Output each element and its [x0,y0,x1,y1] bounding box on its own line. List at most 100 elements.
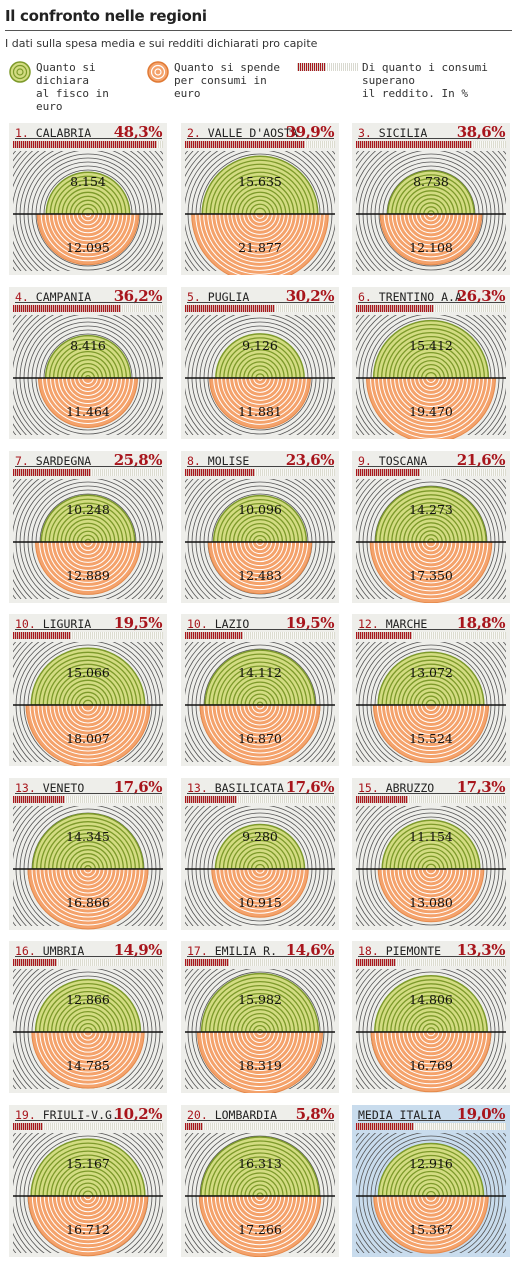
percent-tick [205,796,207,803]
spending-value-label: 18.007 [66,731,110,746]
percent-tick [408,632,410,639]
percent-tick [67,141,69,148]
percent-tick-empty [155,1123,156,1130]
percent-tick [203,796,205,803]
percent-tick [149,141,151,148]
percent-tick [434,141,436,148]
spending-ring [234,1195,286,1222]
income-ring [385,1150,477,1197]
percent-tick [19,632,21,639]
percent-tick-empty [271,796,272,803]
income-ring [385,659,477,706]
percent-tick [273,305,275,312]
percent-tick [370,632,372,639]
percent-tick [370,796,372,803]
percent-tick-empty [111,796,112,803]
percent-tick-empty [450,632,451,639]
percent-tick [187,305,189,312]
income-ring [248,1184,272,1197]
percent-tick-empty [305,959,306,966]
income-ring [46,663,130,706]
percent-tick [209,959,211,966]
percent-bar [356,959,505,966]
region-percent: 14,6% [285,941,335,959]
percent-tick [43,469,45,476]
percent-tick-empty [502,469,503,476]
percent-tick-empty [474,1123,475,1130]
spending-ring [255,704,265,710]
percent-tick [231,632,233,639]
percent-tick [418,469,420,476]
percent-tick [201,1123,203,1130]
percent-tick [414,141,416,148]
spending-ring [47,1195,129,1237]
percent-tick-empty [436,1123,437,1130]
spending-ring [251,541,269,551]
percent-tick [45,796,47,803]
percent-tick [77,141,79,148]
percent-tick [454,141,456,148]
spending-ring [411,213,451,234]
percent-tick-empty [329,632,330,639]
spending-value-label: 16.712 [66,1222,110,1237]
percent-tick-empty [87,796,88,803]
percent-tick-empty [303,632,304,639]
percent-tick-empty [99,632,100,639]
spending-value-label: 16.769 [409,1058,453,1073]
percent-tick-empty [422,1123,423,1130]
header-divider [187,629,334,630]
percent-tick [376,305,378,312]
percent-tick-empty [488,141,489,148]
percent-tick [63,469,65,476]
spending-ring [195,213,325,275]
percent-tick [438,141,440,148]
percent-tick [203,141,205,148]
percent-tick [396,141,398,148]
percent-tick-empty [97,632,98,639]
percent-tick [13,632,15,639]
spending-ring [219,213,301,255]
region-panel: 19. FRIULI-V.G. 10,2% 15.167 16.712 [9,1105,167,1257]
income-semicircle [377,1142,485,1197]
percent-tick-empty [57,1123,58,1130]
percent-tick-empty [265,1123,266,1130]
percent-tick-empty [416,1123,417,1130]
percent-tick-empty [448,305,449,312]
percent-tick [185,469,187,476]
income-semicircle [212,494,308,543]
percent-tick-empty [117,469,118,476]
percent-tick-empty [480,1123,481,1130]
percent-tick-empty [504,632,505,639]
percent-tick-empty [323,959,324,966]
percent-tick-empty [125,469,126,476]
region-rank: 10. [15,617,43,631]
percent-tick-empty [504,1123,505,1130]
region-name: 13. VENETO [15,781,84,795]
region-percent: 19,0% [456,1105,506,1123]
percent-tick [81,305,83,312]
percent-tick-empty [442,632,443,639]
income-semicircle [375,486,487,543]
region-percent: 25,8% [113,451,163,469]
percent-tick [39,469,41,476]
percent-tick [117,305,119,312]
percent-tick-empty [265,959,266,966]
spending-ring [211,213,309,263]
percent-tick-empty [73,632,74,639]
percent-tick [31,1123,33,1130]
region-panel: 18. PIEMONTE 13,3% 14.806 16.769 [352,941,510,1093]
percent-tick-empty [159,1123,160,1130]
spending-ring [59,541,117,571]
percent-tick [364,632,366,639]
income-ring [409,847,453,870]
percent-tick-empty [466,305,467,312]
percent-tick-empty [460,632,461,639]
region-rank: 16. [15,944,43,958]
percent-tick-empty [255,469,256,476]
percent-tick [372,959,374,966]
percent-tick-empty [151,305,152,312]
spending-semicircle [366,377,496,439]
percent-tick [33,1123,35,1130]
